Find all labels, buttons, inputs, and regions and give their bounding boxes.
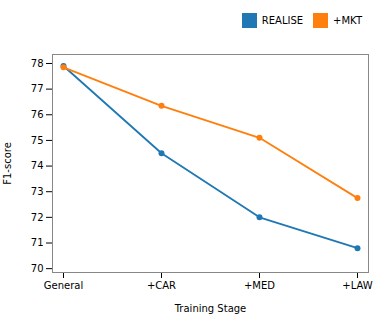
svg-text:General: General [44, 280, 83, 291]
svg-text:Training Stage: Training Stage [174, 303, 247, 314]
svg-text:74: 74 [31, 160, 44, 171]
svg-text:F1-score: F1-score [2, 142, 13, 185]
svg-text:75: 75 [31, 135, 44, 146]
svg-text:72: 72 [31, 212, 44, 223]
svg-text:73: 73 [31, 186, 44, 197]
html-text:+MKT: +MKT [333, 15, 362, 26]
svg-text:77: 77 [31, 83, 44, 94]
svg-text:78: 78 [31, 58, 44, 69]
svg-text:70: 70 [31, 263, 44, 274]
svg-text:+MED: +MED [244, 280, 275, 291]
svg-text:71: 71 [31, 237, 44, 248]
svg-text:+CAR: +CAR [147, 280, 176, 291]
svg-text:+LAW: +LAW [342, 280, 372, 291]
html-text:REALISE: REALISE [261, 15, 304, 26]
svg-text:76: 76 [31, 109, 44, 120]
